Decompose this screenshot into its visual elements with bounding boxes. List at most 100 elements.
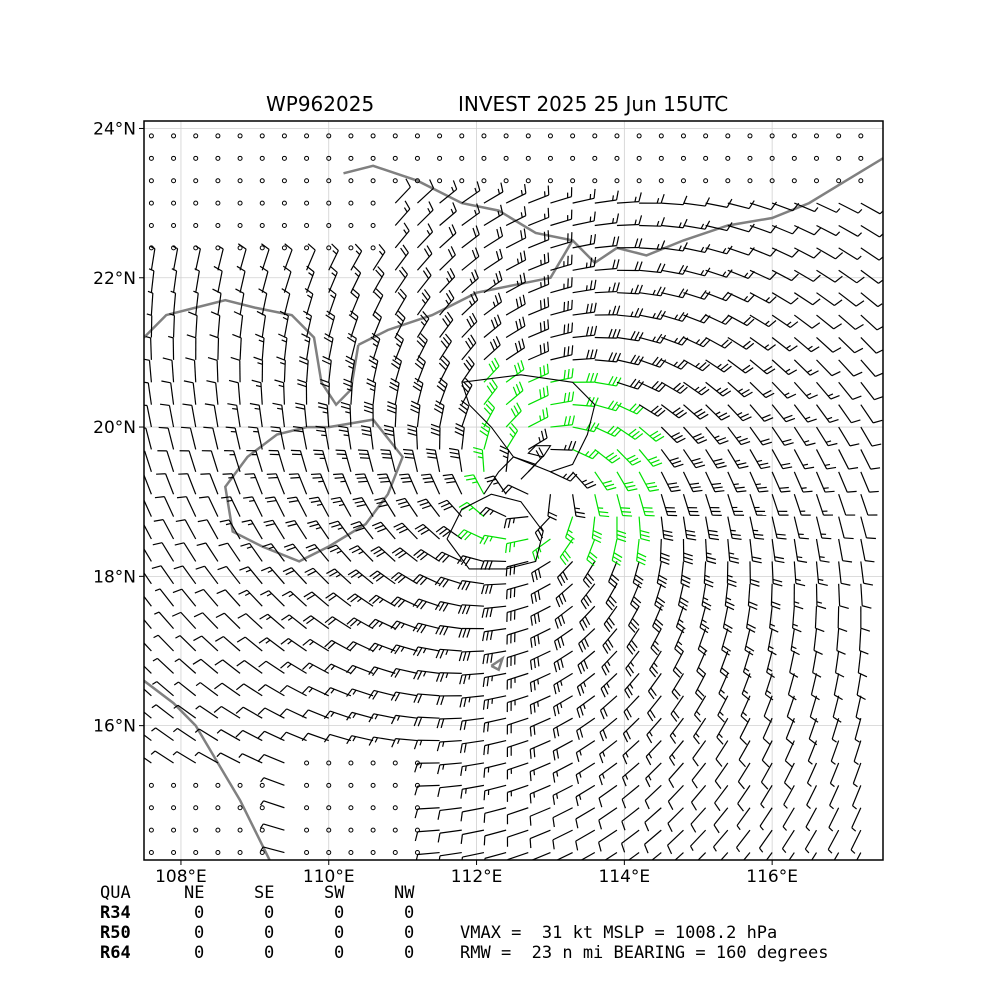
calm-marker: [237, 782, 243, 788]
wind-barb: [528, 274, 550, 294]
wind-barb: [838, 202, 863, 214]
wind-barb: [852, 762, 862, 788]
wind-barb: [506, 695, 529, 713]
wind-barb: [227, 403, 241, 428]
wind-barb: [153, 519, 175, 540]
calm-marker: [570, 133, 576, 139]
wind-barb: [831, 717, 840, 743]
wind-barb: [346, 617, 374, 630]
wind-barb: [390, 691, 418, 702]
wind-barb: [594, 494, 610, 518]
calm-marker: [348, 178, 354, 184]
wind-barb: [675, 606, 686, 634]
calm-marker: [348, 133, 354, 139]
wind-barb: [838, 381, 862, 400]
wind-barb: [749, 381, 775, 399]
wind-barb: [705, 359, 732, 373]
wind-barb: [144, 427, 152, 450]
wind-barb: [235, 706, 263, 719]
wind-barb: [580, 583, 596, 610]
wind-barb: [727, 269, 755, 280]
wind-barb: [506, 717, 529, 735]
wind-barb: [152, 657, 174, 674]
wind-barb: [528, 185, 550, 204]
wind-barb: [459, 717, 485, 731]
calm-marker: [769, 155, 775, 161]
wind-barb: [749, 516, 765, 540]
wind-barb: [200, 473, 219, 495]
wind-barb: [838, 247, 862, 261]
calm-marker: [148, 850, 154, 856]
wind-barb: [815, 516, 832, 540]
wind-barb: [154, 588, 175, 607]
wind-barb: [454, 423, 465, 450]
wind-barb: [195, 705, 219, 719]
wind-barb: [715, 740, 729, 767]
calm-marker: [171, 178, 177, 184]
wind-barb: [430, 423, 441, 450]
wind-barb: [256, 310, 267, 338]
wind-barb: [259, 823, 285, 831]
wind-barb: [638, 356, 667, 368]
wind-barb: [727, 426, 751, 446]
wind-barb: [771, 247, 800, 258]
wind-barb: [298, 356, 309, 383]
wind-barb: [660, 516, 674, 541]
wind-barb: [668, 762, 684, 788]
wind-barb: [372, 288, 384, 316]
wind-barb: [193, 290, 199, 316]
wind-barb: [458, 627, 484, 638]
wind-barb: [639, 240, 666, 250]
wind-barb: [194, 728, 219, 742]
wind-barb: [295, 402, 308, 428]
coastlines: [144, 157, 883, 860]
calm-marker: [193, 245, 199, 251]
calm-marker: [392, 850, 398, 856]
wind-barb: [579, 605, 596, 631]
wind-barb: [281, 614, 307, 630]
wind-barb: [771, 471, 791, 493]
wind-barb: [860, 449, 881, 470]
wind-barb: [860, 404, 883, 424]
calm-marker: [304, 850, 310, 856]
wind-barb: [638, 380, 667, 393]
wind-barb: [616, 330, 644, 342]
wind-barb: [828, 807, 840, 832]
wind-barb: [680, 561, 691, 588]
wind-barb: [838, 538, 853, 563]
wind-barb: [553, 672, 573, 695]
calm-marker: [370, 782, 376, 788]
calm-marker: [259, 827, 265, 833]
wind-barb: [576, 717, 596, 740]
wind-barb: [506, 628, 529, 645]
wind-barb: [696, 650, 707, 678]
wind-barb: [759, 829, 773, 853]
wind-barb: [212, 288, 222, 316]
wind-barb: [666, 829, 684, 855]
calm-marker: [547, 155, 553, 161]
calm-marker: [370, 133, 376, 139]
calm-marker: [171, 133, 177, 139]
wind-barb: [854, 718, 862, 743]
calm-marker: [171, 245, 177, 251]
wind-barb: [283, 243, 293, 271]
wind-barb: [416, 289, 431, 316]
wind-barb: [274, 379, 286, 405]
wind-barb: [691, 762, 707, 789]
isobar: [461, 374, 596, 473]
wind-barb: [172, 588, 197, 607]
wind-barb: [749, 494, 767, 516]
wind-barb: [313, 449, 330, 473]
calm-marker: [326, 782, 332, 788]
wind-barb: [173, 565, 197, 585]
wind-barb: [479, 506, 507, 518]
wind-barb: [438, 851, 462, 860]
calm-marker: [392, 827, 398, 833]
wind-barb: [683, 336, 711, 348]
wind-barb: [286, 496, 308, 517]
wind-barb: [386, 401, 397, 428]
wind-barb: [156, 473, 175, 495]
wind-barb: [697, 852, 707, 860]
wind-barb: [683, 267, 711, 277]
wind-barb: [483, 204, 504, 227]
